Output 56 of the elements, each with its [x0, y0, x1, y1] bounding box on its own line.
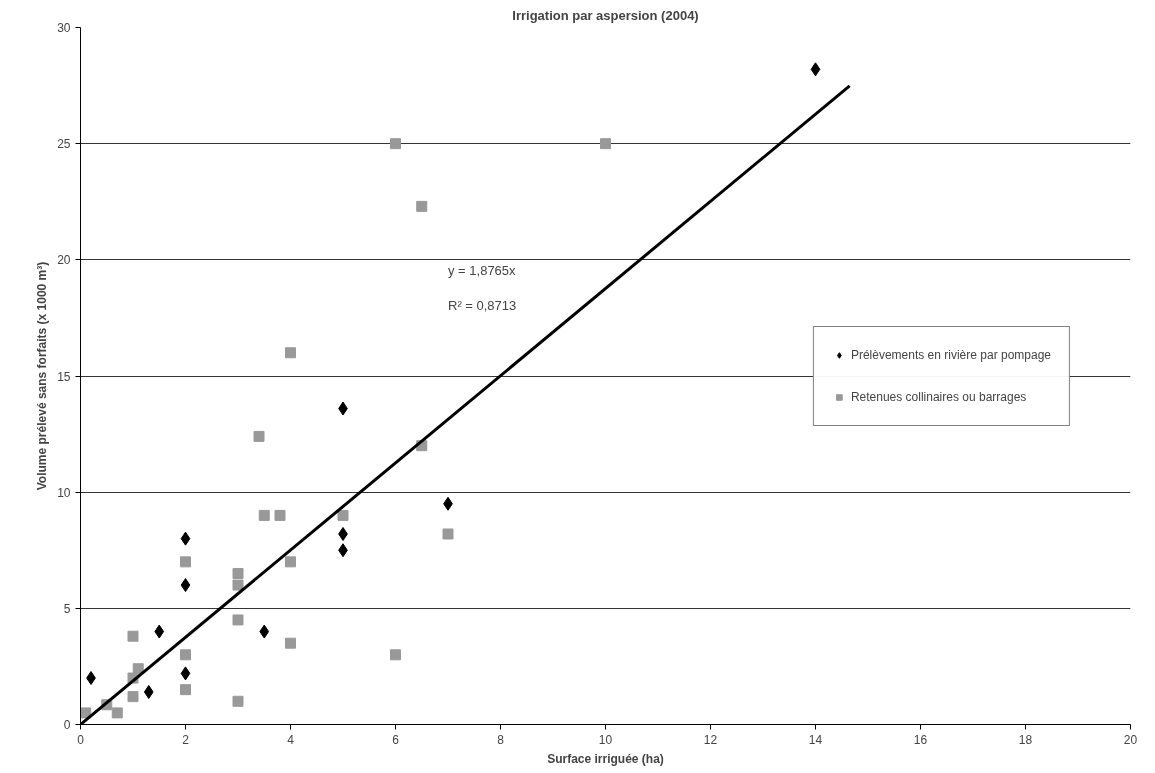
point	[180, 578, 191, 593]
point	[253, 430, 265, 442]
point	[111, 707, 123, 719]
point	[180, 666, 191, 681]
point	[80, 707, 92, 719]
point	[337, 509, 349, 521]
point	[154, 624, 165, 639]
point	[285, 556, 296, 568]
x-tick-label: 20	[1123, 732, 1138, 747]
x-axis-title: Surface irriguée (ha)	[547, 751, 664, 766]
x-tick-label: 14	[808, 732, 823, 747]
point	[442, 528, 454, 540]
legend-label: Retenues collinaires ou barrages	[850, 389, 1027, 404]
point	[258, 509, 270, 521]
point	[232, 579, 244, 591]
point	[180, 531, 191, 546]
point	[143, 684, 154, 699]
point	[232, 695, 244, 707]
y-tick-label: 10	[57, 485, 71, 500]
annotation: R² = 0,8713	[448, 298, 517, 314]
chart-title: Irrigation par aspersion (2004)	[512, 7, 699, 23]
y-tick-label: 5	[63, 601, 71, 616]
x-tick-label: 8	[497, 732, 505, 747]
point	[232, 567, 244, 579]
y-tick-label: 0	[63, 718, 71, 732]
y-tick-label: 25	[57, 137, 71, 152]
point	[285, 347, 296, 359]
y-tick-label: 15	[57, 369, 71, 384]
point	[127, 691, 139, 703]
y-axis-title: Volume prélevé sans forfaits (x 1000 m³)	[35, 261, 50, 491]
point	[600, 138, 611, 150]
point	[127, 630, 139, 642]
point	[810, 62, 821, 77]
y-tick-label: 30	[57, 21, 71, 35]
x-tick-label: 18	[1018, 732, 1033, 747]
y-tick-label: 20	[57, 253, 71, 268]
point	[285, 637, 296, 649]
x-tick-label: 12	[703, 732, 718, 747]
point	[416, 200, 428, 212]
point	[132, 663, 144, 675]
x-tick-label: 2	[182, 732, 190, 747]
point	[180, 649, 191, 661]
point	[390, 138, 401, 150]
point	[180, 556, 191, 568]
x-tick-label: 4	[287, 732, 295, 747]
x-tick-label: 6	[392, 732, 400, 747]
x-tick-label: 0	[77, 732, 85, 747]
annotation: y = 1,8765x	[448, 263, 517, 279]
x-tick-label: 10	[598, 732, 613, 747]
point	[180, 684, 191, 696]
x-tick-label: 16	[913, 732, 928, 747]
point	[390, 649, 401, 661]
legend-label: Prélèvements en rivière par pompage	[850, 347, 1051, 362]
point	[259, 624, 270, 639]
point	[274, 509, 286, 521]
point	[232, 614, 244, 626]
